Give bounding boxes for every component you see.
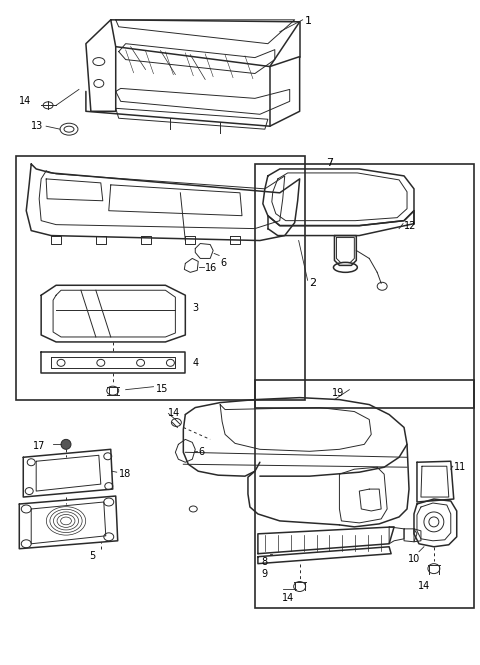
Bar [16,156,305,400]
Text: 11: 11 [454,462,466,472]
Text: 8: 8 [262,557,268,567]
Text: 7: 7 [326,158,333,168]
Text: 6: 6 [198,448,204,458]
Text: 6: 6 [220,259,226,269]
Text: 15: 15 [156,384,168,394]
Text: 16: 16 [205,263,217,273]
Ellipse shape [61,440,71,450]
Text: 5: 5 [89,551,95,561]
Text: 19: 19 [332,388,344,398]
Text: 18: 18 [119,469,131,479]
Text: 2: 2 [310,279,317,289]
Text: 10: 10 [408,554,420,564]
Text: 9: 9 [262,569,268,579]
Text: 12: 12 [404,221,417,231]
Text: 14: 14 [282,593,294,603]
Text: 1: 1 [305,16,312,26]
Text: 14: 14 [168,408,180,418]
Bar [255,380,474,608]
Text: 4: 4 [192,358,198,368]
Text: 3: 3 [192,303,198,313]
Text: 14: 14 [19,96,32,106]
Text: 17: 17 [33,442,46,452]
Bar [255,164,474,408]
Text: 14: 14 [418,581,430,591]
Text: 13: 13 [31,121,44,131]
